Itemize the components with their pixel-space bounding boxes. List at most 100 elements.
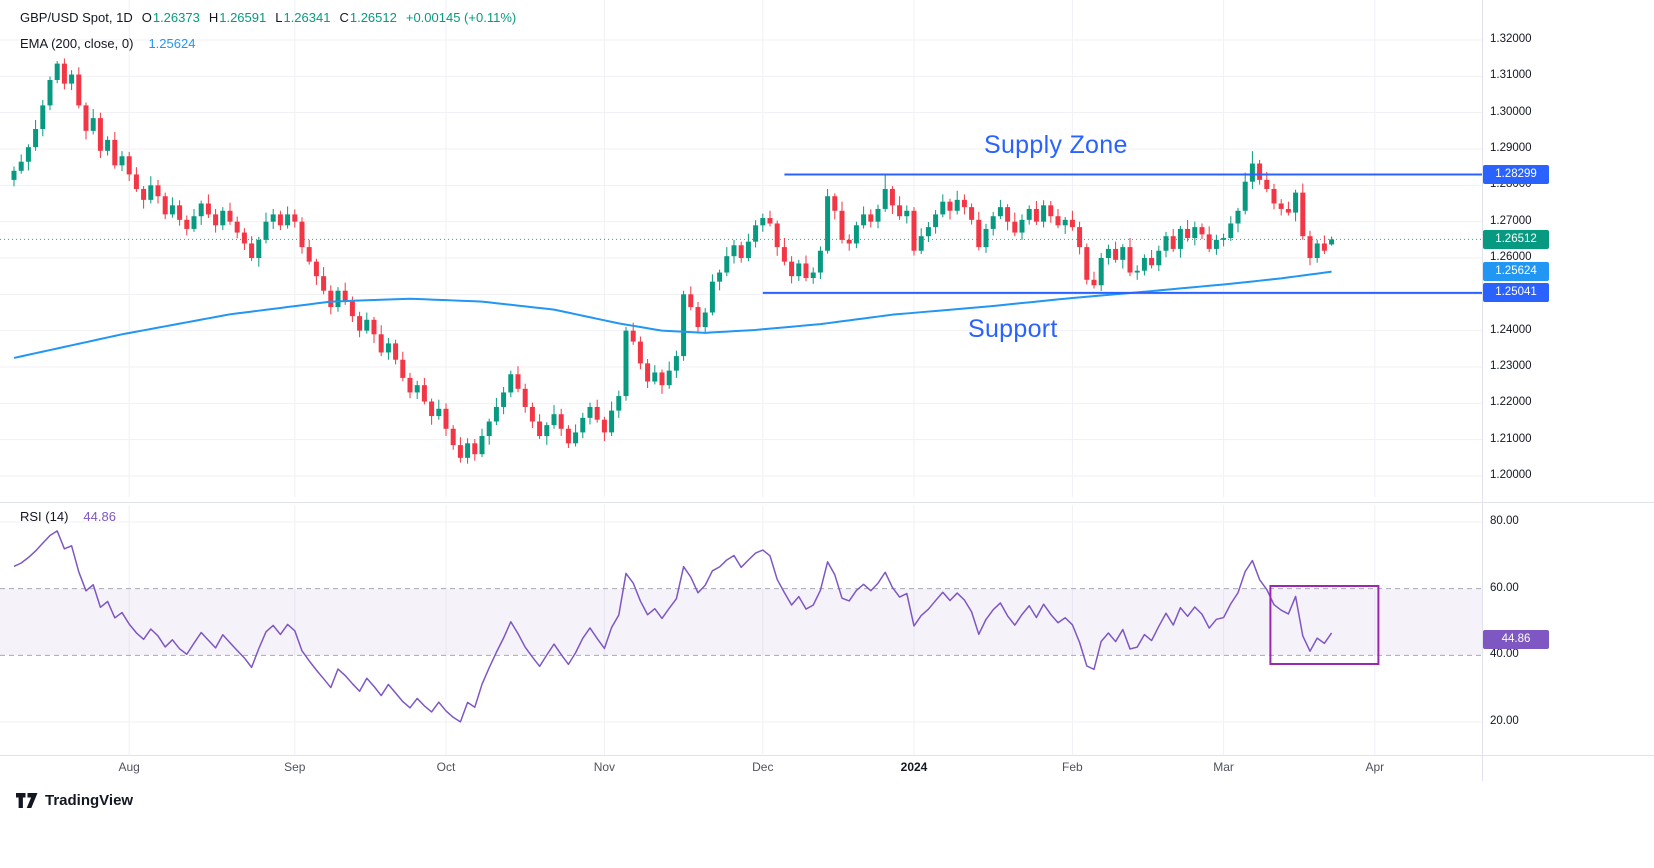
candle (796, 259, 802, 281)
candle (1221, 233, 1227, 247)
price-tick-label: 1.31000 (1490, 69, 1532, 82)
candle (220, 207, 226, 231)
candle (522, 383, 528, 413)
price-tick-label: 1.29000 (1490, 142, 1532, 154)
candle (313, 258, 319, 285)
supply-price-badge: 1.28299 (1483, 164, 1549, 184)
chart-canvas[interactable] (0, 0, 1654, 782)
candle (414, 380, 420, 399)
candle (1170, 228, 1176, 252)
rsi-highlight-box[interactable] (1269, 585, 1380, 665)
candle (1005, 204, 1011, 231)
candle (162, 192, 168, 220)
support-price-badge: 1.25041 (1483, 283, 1549, 303)
candle (637, 336, 643, 370)
candle (1091, 271, 1097, 289)
candle (558, 408, 564, 437)
candle (155, 179, 161, 204)
time-axis[interactable]: Aug Sep Oct Nov Dec 2024 Feb Mar Apr (0, 756, 1654, 782)
candle (493, 397, 499, 426)
candle (33, 119, 39, 151)
candle (1033, 200, 1039, 225)
candle (97, 112, 103, 159)
price-tick-label: 1.27000 (1490, 214, 1532, 227)
candle (227, 202, 233, 225)
rsi-tick-label: 80.00 (1490, 515, 1519, 527)
time-tick-label: Feb (1062, 760, 1083, 774)
candle (1084, 243, 1090, 285)
candle (594, 399, 600, 423)
candle (241, 228, 247, 251)
candle (1055, 208, 1061, 229)
candle (681, 290, 687, 361)
candle (277, 210, 283, 231)
rsi-legend[interactable]: RSI (14) 44.86 (20, 509, 116, 524)
price-axis-separator (1482, 0, 1483, 781)
candle (1321, 235, 1327, 255)
candle (1293, 189, 1299, 222)
tradingview-logo[interactable]: TradingView (16, 792, 133, 809)
candle (875, 204, 881, 229)
candle (623, 327, 629, 401)
candle (688, 286, 694, 311)
candle (673, 350, 679, 378)
candle (803, 255, 809, 282)
candle (832, 193, 838, 220)
candle (1185, 219, 1191, 242)
candle (1257, 159, 1263, 185)
candle (789, 256, 795, 284)
candle (249, 236, 255, 261)
price-tick-label: 1.21000 (1490, 432, 1532, 445)
candle (774, 220, 780, 256)
candle (393, 339, 399, 365)
supply-zone-label[interactable]: Supply Zone (984, 131, 1128, 159)
candle (1134, 265, 1140, 280)
time-tick-label: Dec (752, 760, 774, 774)
candle (508, 370, 514, 398)
candle (601, 416, 607, 442)
candle (270, 208, 276, 229)
candle (385, 337, 391, 360)
pane-separator[interactable] (0, 502, 1654, 503)
candle (1127, 238, 1133, 277)
candle (1048, 200, 1054, 223)
candle (1242, 172, 1248, 215)
price-tick-label: 1.20000 (1490, 469, 1532, 481)
candle (177, 200, 183, 226)
candle (1012, 212, 1018, 237)
candle (479, 428, 485, 458)
candle (472, 438, 478, 461)
ohlc-high: H1.26591 (208, 10, 267, 25)
candle (76, 67, 82, 109)
candle (285, 206, 291, 229)
candle (335, 287, 341, 312)
ema-legend[interactable]: EMA (200, close, 0) 1.25624 (20, 36, 195, 51)
ema-line[interactable] (13, 270, 1332, 359)
candle (702, 308, 708, 334)
candle (148, 176, 154, 204)
candle (321, 267, 327, 295)
symbol-legend[interactable]: GBP/USD Spot, 1D O1.26373 H1.26591 L1.26… (20, 10, 516, 25)
candle (846, 234, 852, 251)
candle (1206, 226, 1212, 253)
candle (47, 76, 53, 111)
candle (753, 220, 759, 248)
candle (11, 166, 17, 187)
rsi-value-badge: 44.86 (1483, 629, 1549, 649)
candle (90, 109, 96, 135)
candle (645, 359, 651, 389)
candle (1062, 216, 1068, 235)
candle (501, 386, 507, 415)
candle (69, 70, 75, 91)
candle (1307, 230, 1313, 266)
candle (889, 186, 895, 215)
candle (1285, 201, 1291, 216)
candle (933, 210, 939, 234)
candle (911, 207, 917, 256)
candle (969, 203, 975, 225)
candle (868, 209, 874, 228)
support-label[interactable]: Support (968, 315, 1058, 343)
candle (947, 198, 953, 220)
candle (400, 351, 406, 382)
